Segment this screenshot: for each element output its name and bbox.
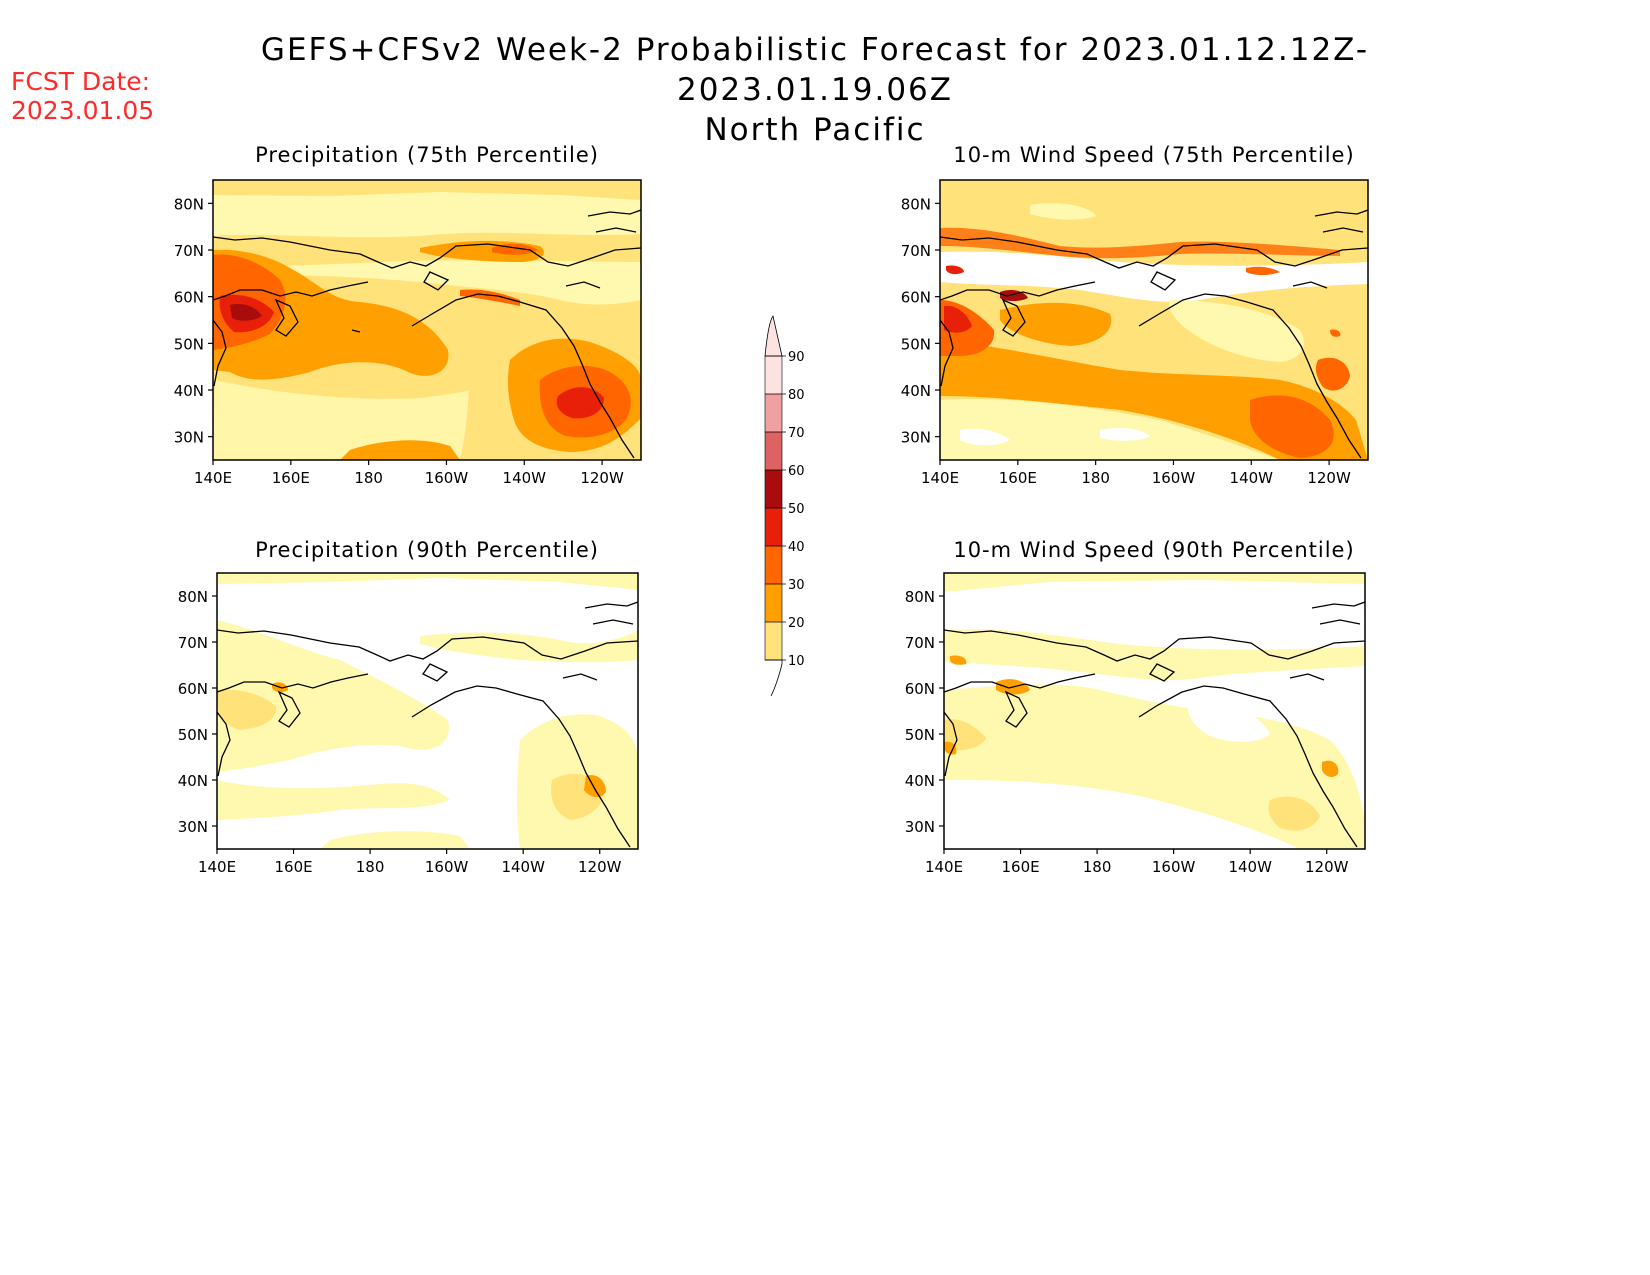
precip-75-lon-label: 180 (354, 469, 383, 487)
colorbar-label: 20 (788, 616, 805, 631)
axes-layer: 140E 160E 180 160W 140W 120W 80N 70N 60N 50N 40N 30… (174, 195, 1351, 876)
colorbar-box (765, 432, 782, 470)
precip-75-lat-label: 50N (174, 335, 204, 353)
map-panel-precip-75 (212, 179, 642, 461)
colorbar-box (765, 584, 782, 622)
precip-75-lat-label: 30N (174, 429, 204, 447)
colorbar-box (765, 394, 782, 432)
wind-75-lon-label: 120W (1307, 469, 1351, 487)
wind-90-lon-label: 140E (925, 858, 963, 876)
wind-75-lat-label: 30N (901, 429, 931, 447)
wind-90-coastlines (944, 601, 1365, 848)
precip-75-lon-label: 120W (580, 469, 624, 487)
wind-90-lat-label: 50N (905, 726, 935, 744)
wind-90-lat-label: 30N (905, 818, 935, 836)
wind-75-lon-label: 160W (1152, 469, 1196, 487)
precip-75-lat-label: 60N (174, 289, 204, 307)
precip-90-lon-label: 160E (274, 858, 312, 876)
wind-90-shading (944, 573, 1365, 849)
map-panel-wind-90 (943, 572, 1366, 850)
wind-75-lon-label: 140W (1230, 469, 1274, 487)
colorbar-box (765, 508, 782, 546)
colorbar-low-end (765, 659, 783, 697)
colorbar-label: 80 (788, 388, 805, 403)
colorbar-high-end (764, 315, 783, 357)
panel-title-precip-75: Precipitation (75th Percentile) (255, 143, 599, 167)
wind-75-lat-label: 50N (901, 335, 931, 353)
wind-90-lat-label: 60N (905, 680, 935, 698)
colorbar-label: 70 (788, 426, 805, 441)
precip-90-lon-label: 120W (578, 858, 622, 876)
panel-title-precip-90: Precipitation (90th Percentile) (255, 538, 599, 562)
precip-90-coastlines (217, 601, 638, 848)
precip-90-lat-label: 40N (178, 772, 208, 790)
colorbar-label: 30 (788, 578, 805, 593)
forecast-date: FCST Date: 2023.01.05 (11, 67, 211, 125)
wind-90-lon-label: 160E (1001, 858, 1039, 876)
colorbar-box (765, 356, 782, 394)
precip-75-shading (213, 180, 641, 460)
forecast-date-value: 2023.01.05 (11, 96, 155, 125)
page-title: GEFS+CFSv2 Week-2 Probabilistic Forecast… (130, 30, 1500, 150)
precip-90-lon-label: 160W (425, 858, 469, 876)
wind-90-lat-label: 70N (905, 634, 935, 652)
wind-90-lon-label: 180 (1083, 858, 1112, 876)
page-title-line1: GEFS+CFSv2 Week-2 Probabilistic Forecast… (260, 32, 1370, 108)
precip-90-lon-label: 180 (356, 858, 385, 876)
precip-90-lat-label: 80N (178, 588, 208, 606)
map-panel-wind-75 (939, 179, 1369, 461)
wind-75-lat-label: 60N (901, 289, 931, 307)
panel-title-wind-90: 10-m Wind Speed (90th Percentile) (953, 538, 1355, 562)
precip-75-lon-label: 140W (503, 469, 547, 487)
colorbar-label: 10 (788, 654, 805, 669)
colorbar-label: 50 (788, 502, 805, 517)
precip-75-lon-label: 160W (425, 469, 469, 487)
precip-90-lat-label: 60N (178, 680, 208, 698)
wind-90-lon-label: 140W (1228, 858, 1272, 876)
wind-75-shading (940, 180, 1368, 460)
wind-75-lon-label: 180 (1081, 469, 1110, 487)
precip-75-lat-label: 70N (174, 242, 204, 260)
map-panel-precip-90 (216, 572, 639, 850)
colorbar-label: 60 (788, 464, 805, 479)
precip-90-lat-label: 70N (178, 634, 208, 652)
colorbar-box (765, 622, 782, 660)
wind-75-coastlines (940, 209, 1368, 459)
colorbar-box (765, 470, 782, 508)
precip-75-lon-label: 140E (194, 469, 232, 487)
precip-90-lat-label: 50N (178, 726, 208, 744)
precip-75-lat-label: 40N (174, 382, 204, 400)
precip-90-lon-label: 140W (501, 858, 545, 876)
wind-90-lon-label: 120W (1305, 858, 1349, 876)
wind-75-lat-label: 40N (901, 382, 931, 400)
wind-90-lat-label: 40N (905, 772, 935, 790)
forecast-date-label: FCST Date: (11, 67, 151, 96)
precip-90-lat-label: 30N (178, 818, 208, 836)
precip-90-lon-label: 140E (198, 858, 236, 876)
colorbar-label: 40 (788, 540, 805, 555)
colorbar: 10 20 30 40 50 60 70 80 90 (764, 315, 805, 697)
precip-75-coastlines (213, 209, 641, 459)
wind-75-lat-label: 70N (901, 242, 931, 260)
wind-90-lon-label: 160W (1152, 858, 1196, 876)
colorbar-box (765, 546, 782, 584)
wind-75-lon-label: 160E (999, 469, 1037, 487)
precip-75-lat-label: 80N (174, 195, 204, 213)
wind-90-lat-label: 80N (905, 588, 935, 606)
wind-75-lon-label: 140E (921, 469, 959, 487)
colorbar-outline (764, 355, 783, 661)
colorbar-label: 90 (788, 350, 805, 365)
page-title-line2: North Pacific (704, 112, 926, 148)
precip-75-lon-label: 160E (272, 469, 310, 487)
precip-90-shading (217, 573, 638, 849)
wind-75-lat-label: 80N (901, 195, 931, 213)
panel-title-wind-75: 10-m Wind Speed (75th Percentile) (953, 143, 1355, 167)
